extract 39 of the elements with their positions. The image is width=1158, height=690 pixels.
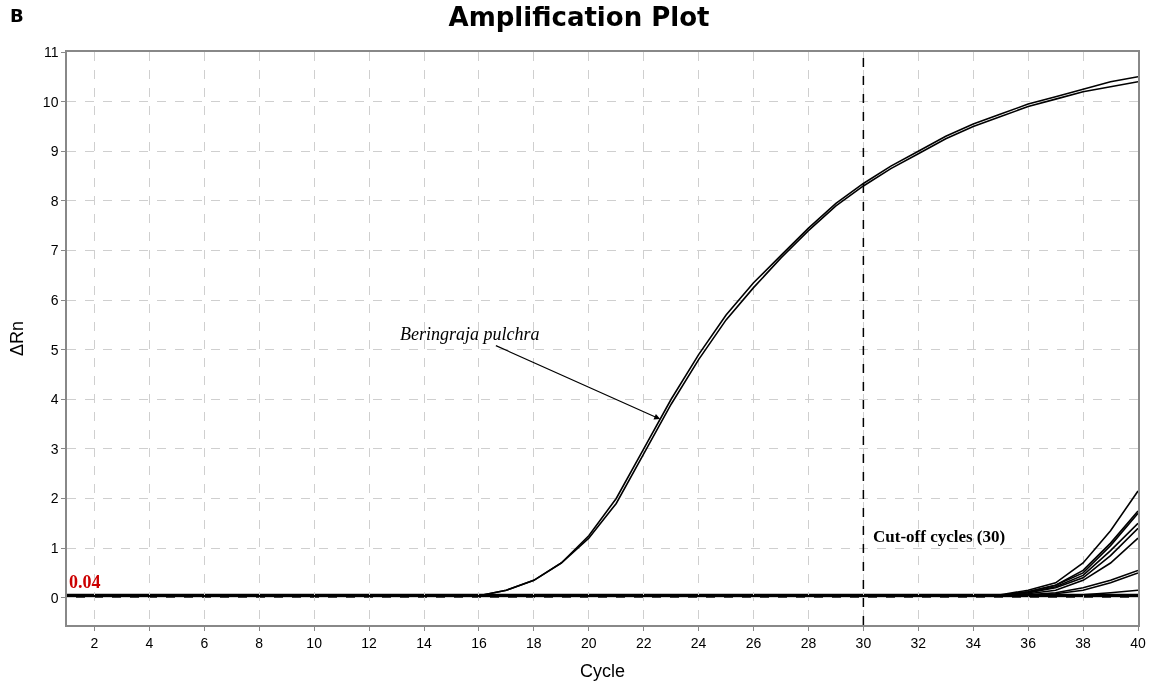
x-tick-label: 34 [965, 634, 982, 651]
y-tick-label: 4 [50, 391, 59, 408]
chart-title: Amplification Plot [448, 2, 710, 33]
x-tick-label: 14 [416, 634, 432, 651]
y-axis-title: ΔRn [6, 320, 27, 357]
x-tick-label: 28 [800, 634, 817, 651]
x-tick-label: 32 [910, 634, 927, 651]
text: B [10, 5, 24, 26]
y-tick-label: 2 [50, 490, 59, 507]
x-tick-label: 2 [90, 634, 99, 651]
x-tick-label: 6 [200, 634, 209, 651]
y-tick-label: 9 [50, 143, 59, 160]
y-tick-label: 7 [50, 242, 59, 259]
y-tick-label: 11 [43, 43, 59, 60]
x-tick-label: 26 [745, 634, 762, 651]
x-tick-label: 10 [306, 634, 323, 651]
annotation: Beringraja pulchra [400, 324, 540, 344]
x-tick-label: 36 [1020, 634, 1037, 651]
x-tick-label: 40 [1130, 634, 1146, 651]
y-tick-label: 1 [50, 540, 59, 556]
y-tick-label: 3 [50, 440, 59, 457]
y-tick-label: 0 [50, 589, 59, 606]
ref-line-label: 0.04 [69, 572, 101, 592]
x-tick-label: 18 [526, 634, 542, 651]
x-axis-title: Cycle [579, 661, 626, 682]
x-tick-label: 30 [855, 634, 872, 651]
ref-line-label: Cut-off cycles (30) [873, 527, 1006, 546]
y-tick-label: 6 [50, 291, 59, 308]
x-tick-label: 16 [471, 634, 487, 651]
x-tick-label: 38 [1075, 634, 1092, 651]
x-tick-label: 12 [361, 634, 378, 651]
x-tick-label: 4 [145, 634, 154, 651]
y-tick-label: 5 [50, 341, 59, 358]
y-tick-label: 8 [50, 192, 59, 209]
x-tick-label: 20 [580, 634, 597, 651]
y-tick-label: 10 [42, 93, 59, 110]
x-tick-label: 22 [635, 634, 652, 651]
x-tick-label: 24 [690, 634, 707, 651]
x-tick-label: 8 [255, 634, 264, 651]
